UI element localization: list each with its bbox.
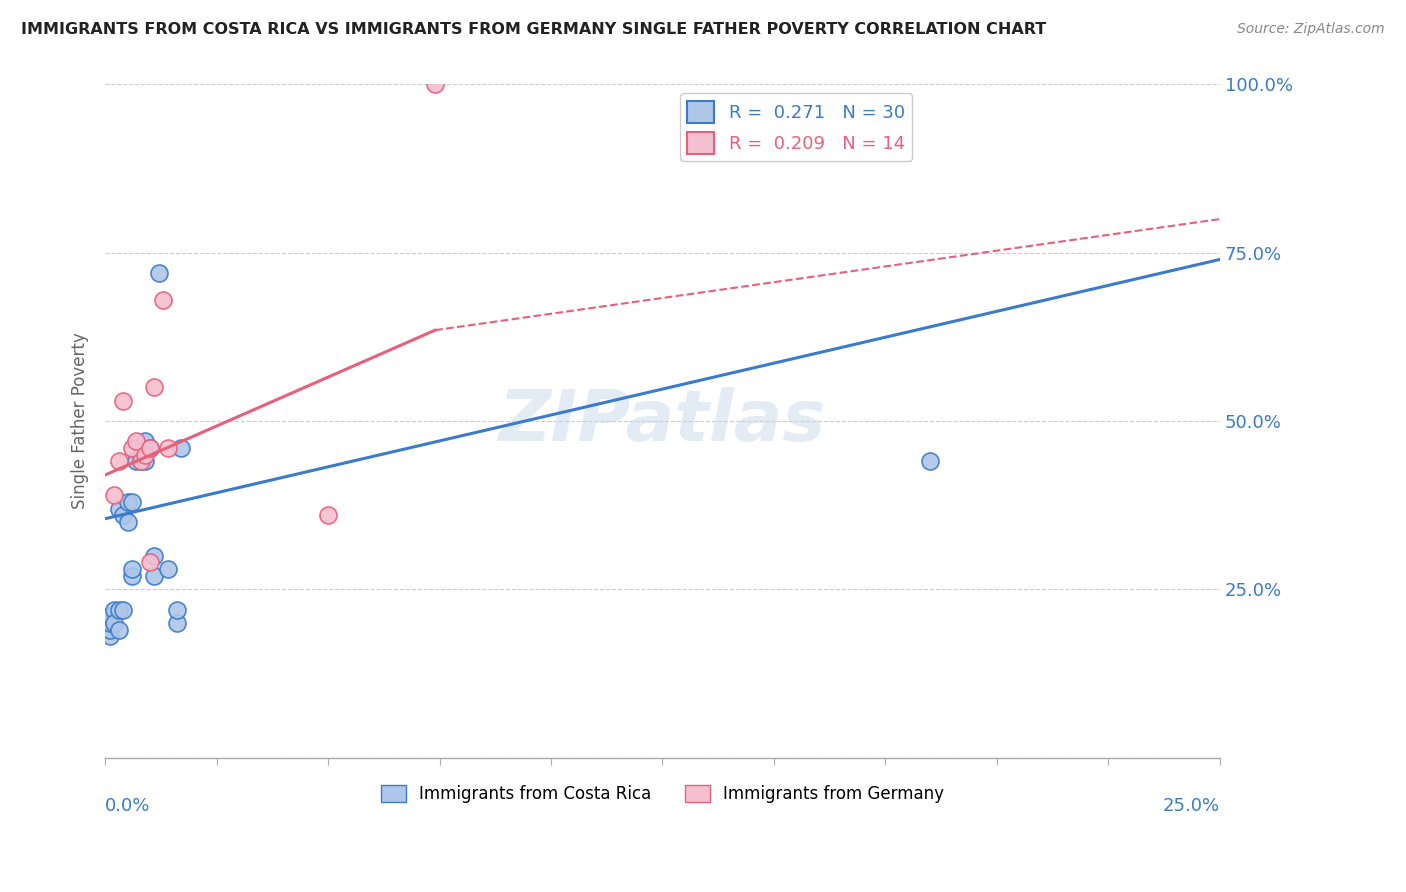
Point <box>98 623 121 637</box>
Point <box>156 441 179 455</box>
Point <box>103 488 125 502</box>
Point <box>121 569 143 583</box>
Point <box>98 630 121 644</box>
Point <box>918 454 941 468</box>
Text: 0.0%: 0.0% <box>105 797 150 814</box>
Y-axis label: Single Father Poverty: Single Father Poverty <box>72 333 89 509</box>
Point <box>129 454 152 468</box>
Point <box>134 448 156 462</box>
Point <box>148 266 170 280</box>
Point <box>121 441 143 455</box>
Point <box>117 495 139 509</box>
Point <box>125 434 148 449</box>
Point <box>139 441 162 455</box>
Text: IMMIGRANTS FROM COSTA RICA VS IMMIGRANTS FROM GERMANY SINGLE FATHER POVERTY CORR: IMMIGRANTS FROM COSTA RICA VS IMMIGRANTS… <box>21 22 1046 37</box>
Point <box>156 562 179 576</box>
Point <box>112 508 135 523</box>
Point <box>139 441 162 455</box>
Legend: Immigrants from Costa Rica, Immigrants from Germany: Immigrants from Costa Rica, Immigrants f… <box>374 779 950 810</box>
Point <box>143 380 166 394</box>
Point <box>117 515 139 529</box>
Point <box>170 441 193 455</box>
Point <box>143 549 166 563</box>
Point <box>129 454 152 468</box>
Point <box>152 293 174 307</box>
Point <box>134 454 156 468</box>
Point <box>166 602 188 616</box>
Point <box>98 615 121 630</box>
Point <box>423 78 446 92</box>
Text: Source: ZipAtlas.com: Source: ZipAtlas.com <box>1237 22 1385 37</box>
Point <box>112 393 135 408</box>
Point <box>121 495 143 509</box>
Point <box>166 615 188 630</box>
Point <box>121 562 143 576</box>
Text: ZIPatlas: ZIPatlas <box>499 386 827 456</box>
Point <box>103 602 125 616</box>
Point <box>112 602 135 616</box>
Point <box>125 454 148 468</box>
Point <box>129 448 152 462</box>
Point <box>134 434 156 449</box>
Point <box>107 501 129 516</box>
Point <box>98 609 121 624</box>
Point <box>107 454 129 468</box>
Point <box>143 569 166 583</box>
Point <box>139 556 162 570</box>
Point <box>107 602 129 616</box>
Point <box>107 623 129 637</box>
Point <box>103 615 125 630</box>
Text: 25.0%: 25.0% <box>1163 797 1220 814</box>
Point <box>316 508 339 523</box>
